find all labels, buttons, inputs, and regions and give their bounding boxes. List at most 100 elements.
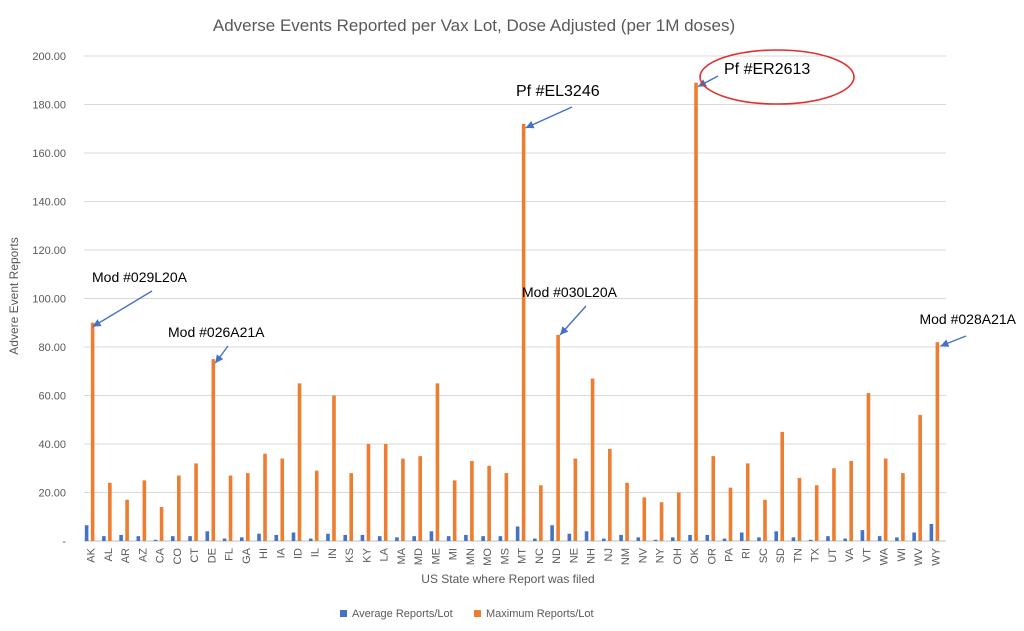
- x-tick-label: NM: [620, 548, 632, 565]
- x-tick-label: RI: [741, 548, 753, 559]
- y-axis-ticks: - 20.00 40.00 60.00 80.00 100.00 120.00 140.00 1…: [32, 51, 66, 548]
- x-tick-label: SC: [758, 548, 770, 563]
- bar-maximum-ia: [280, 458, 285, 541]
- x-tick-label: KS: [344, 548, 356, 563]
- bar-average-nc: [533, 538, 537, 541]
- x-tick-label: CT: [189, 548, 201, 563]
- bar-maximum-nc: [539, 485, 543, 541]
- x-tick-label: MS: [499, 548, 511, 565]
- bar-average-tx: [808, 539, 813, 541]
- bar-average-ri: [739, 532, 744, 541]
- bar-average-wv: [912, 532, 916, 541]
- bar-average-ga: [239, 537, 244, 541]
- y-tick-label: 100.00: [32, 294, 66, 306]
- bar-maximum-in: [332, 395, 336, 541]
- bar-maximum-ct: [194, 463, 198, 541]
- bar-maximum-ut: [832, 468, 836, 541]
- bar-average-me: [429, 531, 434, 541]
- x-tick-label: OR: [706, 548, 718, 565]
- bar-average-vt: [860, 530, 865, 541]
- bar-maximum-ne: [573, 458, 578, 541]
- y-tick-label: -: [62, 536, 66, 548]
- x-axis-label: US State where Report was filed: [421, 572, 594, 586]
- bar-maximum-ny: [659, 502, 664, 541]
- annotation-arrowhead: [525, 120, 535, 129]
- x-tick-label: KY: [361, 547, 373, 562]
- bar-maximum-mn: [470, 460, 474, 541]
- bar-maximum-nj: [608, 448, 612, 541]
- bar-average-ar: [119, 534, 123, 541]
- bars: [84, 82, 940, 542]
- x-tick-label: ID: [293, 548, 305, 559]
- annotation-label: Mod #029L20A: [92, 269, 188, 285]
- bar-average-mt: [515, 526, 520, 541]
- x-tick-label: AL: [103, 548, 115, 561]
- bar-maximum-id: [297, 383, 302, 541]
- bar-average-tn: [791, 537, 796, 541]
- bar-average-az: [136, 536, 141, 541]
- bar-average-fl: [222, 538, 227, 541]
- x-tick-label: DE: [206, 548, 218, 563]
- bar-average-ut: [826, 536, 830, 541]
- x-tick-label: TX: [810, 547, 822, 562]
- bar-average-ne: [567, 533, 572, 541]
- y-tick-label: 140.00: [32, 197, 66, 209]
- x-tick-label: SD: [775, 548, 787, 563]
- x-tick-label: UT: [827, 548, 839, 563]
- bar-maximum-il: [314, 470, 319, 541]
- bar-average-al: [102, 536, 106, 541]
- bar-average-ma: [395, 537, 399, 541]
- x-tick-label: TN: [792, 548, 804, 563]
- x-tick-label: MO: [482, 548, 494, 566]
- bar-average-md: [412, 536, 416, 541]
- bar-average-ky: [360, 534, 365, 541]
- bar-average-sc: [757, 537, 761, 541]
- annotation-arrow: [92, 290, 153, 328]
- bar-average-nd: [550, 525, 554, 541]
- x-tick-label: MT: [517, 548, 529, 564]
- y-tick-label: 20.00: [38, 488, 66, 500]
- x-tick-label: MD: [413, 548, 425, 565]
- x-tick-label: IL: [310, 548, 322, 557]
- bar-average-nj: [602, 538, 606, 541]
- x-tick-label: LA: [379, 547, 391, 561]
- annotation-arrowhead: [215, 354, 224, 364]
- bar-maximum-ks: [349, 473, 354, 541]
- bar-average-hi: [257, 533, 261, 541]
- x-tick-label: NH: [586, 548, 598, 564]
- x-tick-label: NV: [637, 547, 649, 563]
- x-tick-label: ME: [430, 548, 442, 565]
- annotation-label: Mod #028A21A: [919, 311, 1016, 327]
- x-tick-label: AK: [86, 547, 98, 562]
- bar-average-ia: [274, 534, 279, 541]
- x-tick-label: PA: [724, 547, 736, 562]
- bar-maximum-ca: [159, 507, 164, 541]
- bar-maximum-mt: [521, 123, 526, 542]
- bar-maximum-az: [142, 480, 147, 541]
- bar-average-wi: [895, 537, 899, 541]
- annotation-arrowhead: [560, 326, 569, 335]
- bar-average-pa: [722, 538, 727, 541]
- x-tick-label: VA: [844, 547, 856, 562]
- bar-maximum-wi: [901, 473, 905, 541]
- bar-average-de: [205, 531, 210, 541]
- gridlines: [84, 55, 946, 542]
- bar-maximum-or: [711, 456, 716, 541]
- bar-average-ny: [653, 539, 658, 541]
- bar-maximum-sd: [780, 431, 785, 541]
- bar-maximum-me: [435, 383, 440, 541]
- x-tick-label: WI: [896, 548, 908, 561]
- x-tick-label: WY: [930, 547, 942, 565]
- bar-maximum-wv: [918, 414, 922, 541]
- bar-average-or: [705, 534, 710, 541]
- chart-title: Adverse Events Reported per Vax Lot, Dos…: [213, 16, 735, 35]
- bar-maximum-wa: [883, 458, 888, 541]
- x-tick-label: OH: [672, 548, 684, 565]
- bar-maximum-tn: [797, 477, 802, 541]
- bar-maximum-nm: [625, 482, 629, 541]
- x-tick-label: WA: [879, 547, 891, 565]
- bar-maximum-oh: [676, 492, 681, 541]
- y-tick-label: 60.00: [38, 391, 66, 403]
- bar-average-wy: [929, 524, 934, 541]
- bar-maximum-la: [383, 444, 388, 541]
